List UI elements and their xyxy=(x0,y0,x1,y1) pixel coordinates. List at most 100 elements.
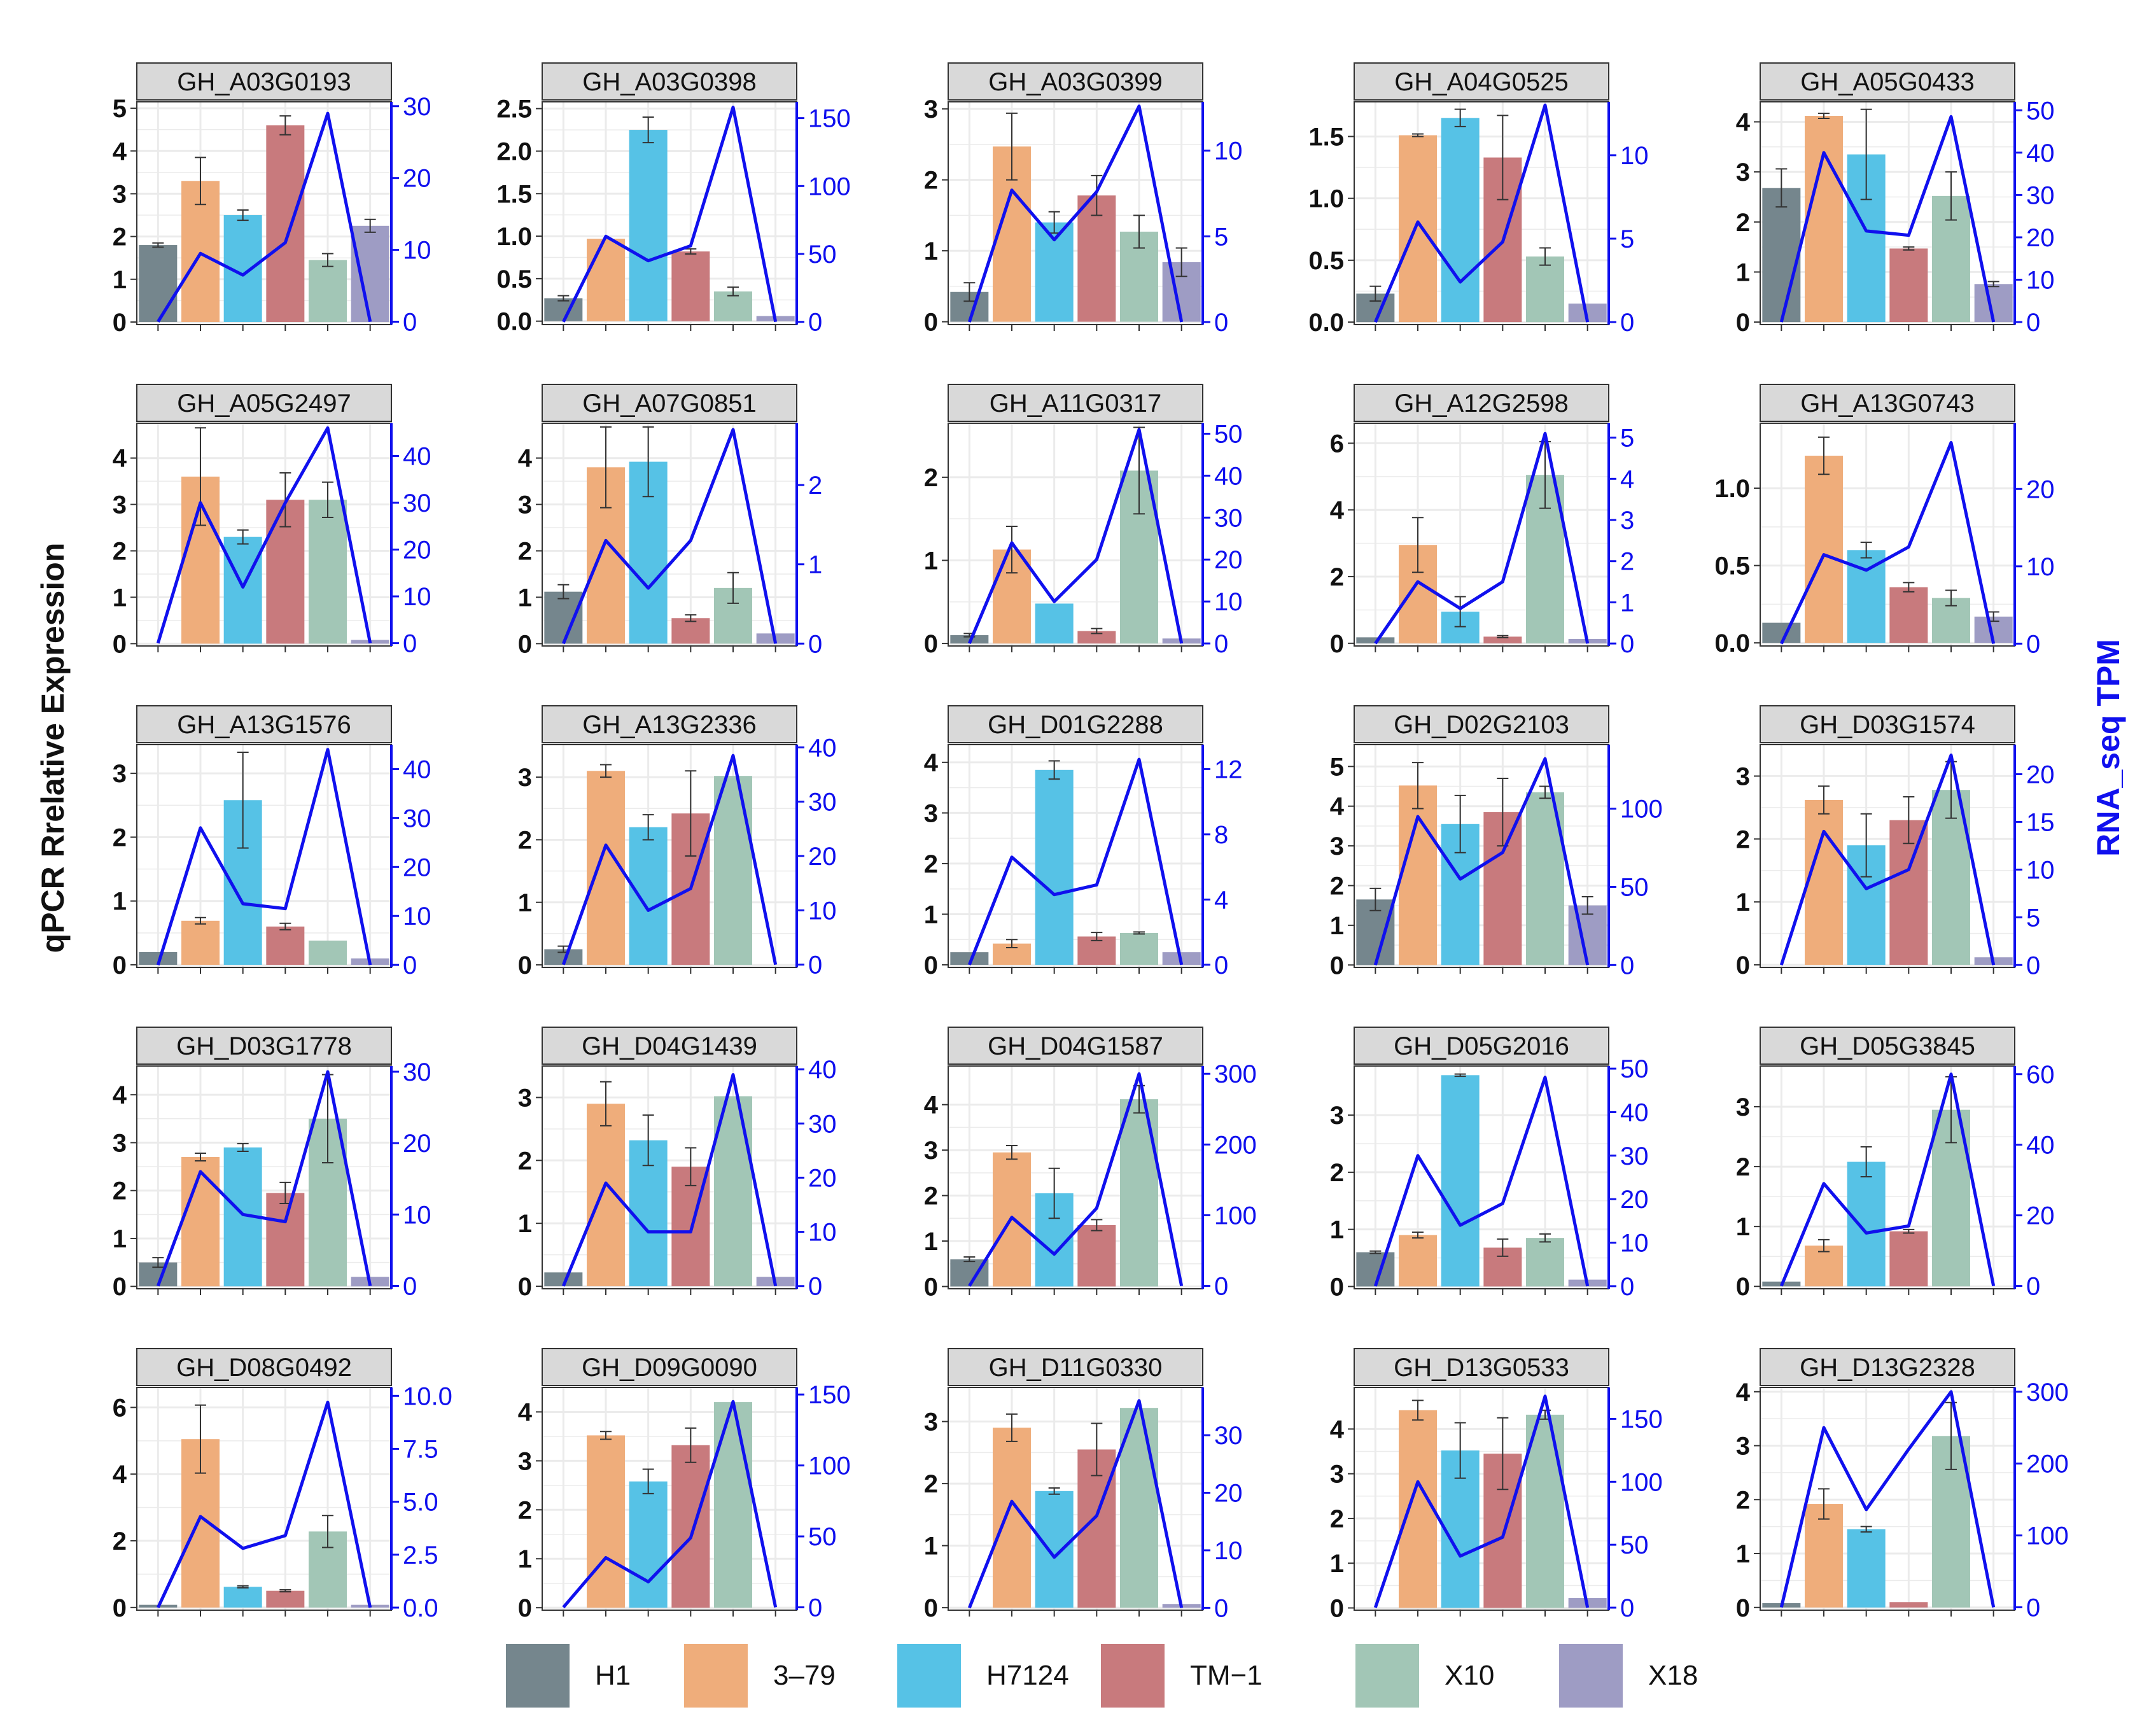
left-tick-label: 1 xyxy=(924,901,938,929)
bar xyxy=(1441,1075,1480,1287)
right-tick-label: 4 xyxy=(1214,886,1228,914)
left-tick-label: 0 xyxy=(1736,1594,1750,1622)
left-tick-label: 4 xyxy=(113,1081,127,1109)
left-tick-label: 2 xyxy=(113,1527,127,1555)
panel-title: GH_A03G0398 xyxy=(582,68,757,96)
tpm-line xyxy=(967,757,1184,965)
panel-title: GH_D03G1574 xyxy=(1800,711,1975,739)
chart-panel: GH_A03G0399 0 1 2 3 0 5 10 xyxy=(924,62,1243,337)
right-tick-label: 300 xyxy=(2026,1379,2069,1407)
right-tick-label: 20 xyxy=(2026,1202,2055,1230)
right-tick-label: 0 xyxy=(1214,951,1228,979)
left-tick-label: 0 xyxy=(1736,1273,1750,1301)
right-tick-label: 20 xyxy=(403,853,431,881)
legend-item: X10 xyxy=(1355,1644,1494,1708)
right-tick-label: 20 xyxy=(403,537,431,565)
left-tick-label: 2 xyxy=(518,538,532,566)
legend-label: H7124 xyxy=(986,1660,1069,1691)
right-tick-label: 0 xyxy=(808,1594,822,1622)
right-tick-label: 0 xyxy=(1214,309,1228,337)
right-tick-label: 150 xyxy=(1620,1405,1663,1433)
chart-panel: GH_D03G1778 0 1 2 3 4 0 10 20 30 xyxy=(113,1027,431,1301)
right-tick-label: 10 xyxy=(1620,142,1649,170)
bar xyxy=(309,260,347,322)
chart-panel: GH_D03G1574 0 1 2 3 0 5 10 15 20 xyxy=(1736,705,2055,979)
legend-label: X10 xyxy=(1445,1660,1494,1691)
right-tick-label: 0 xyxy=(808,309,822,337)
panel-title: GH_D04G1587 xyxy=(988,1032,1163,1060)
chart-panel: GH_A07G0851 0 1 2 3 4 0 1 2 xyxy=(518,384,822,658)
left-tick-label: 1 xyxy=(113,266,127,294)
right-tick-label: 100 xyxy=(1620,1468,1663,1496)
panel-border xyxy=(1760,1065,2015,1289)
chart-panel: GH_A03G0398 0.0 0.5 1.0 1.5 2.0 2.5 0 50 100 150 xyxy=(496,62,851,337)
panel-header xyxy=(1760,384,2015,422)
left-tick-label: 3 xyxy=(1330,832,1344,860)
panel-header xyxy=(542,384,797,422)
right-tick-label: 50 xyxy=(1620,874,1649,902)
legend-item: X18 xyxy=(1559,1644,1698,1708)
bar xyxy=(181,1157,220,1287)
right-tick-label: 0 xyxy=(2026,1273,2040,1301)
panel-title: GH_D11G0330 xyxy=(989,1354,1163,1382)
left-tick-label: 4 xyxy=(1736,108,1751,136)
left-tick-label: 4 xyxy=(1330,496,1345,524)
left-tick-label: 2 xyxy=(924,464,938,492)
right-tick-label: 20 xyxy=(403,165,431,193)
left-tick-label: 4 xyxy=(924,749,939,777)
bar xyxy=(1805,116,1843,323)
tpm-line xyxy=(967,1399,1184,1609)
right-tick-label: 60 xyxy=(2026,1061,2055,1089)
tpm-line xyxy=(561,754,778,965)
chart-panel: GH_D05G3845 0 1 2 3 0 20 40 60 xyxy=(1736,1027,2055,1301)
right-tick-label: 0 xyxy=(403,308,417,336)
bar xyxy=(309,940,347,965)
right-tick-label: 10 xyxy=(403,583,431,611)
legend-item: H7124 xyxy=(897,1644,1069,1708)
tpm-line xyxy=(1373,1394,1590,1608)
right-tick-label: 40 xyxy=(403,442,431,470)
tpm-line xyxy=(1373,1076,1590,1287)
left-tick-label: 2 xyxy=(1736,1153,1750,1181)
left-tick-label: 4 xyxy=(924,1091,939,1119)
left-tick-label: 0 xyxy=(924,1594,938,1622)
right-tick-label: 50 xyxy=(808,1523,837,1551)
right-tick-label: 10 xyxy=(403,237,431,265)
left-tick-label: 1 xyxy=(518,1210,532,1238)
bar xyxy=(950,952,989,965)
bar xyxy=(223,537,262,644)
left-tick-label: 1.5 xyxy=(1308,123,1344,151)
legend-swatch xyxy=(1355,1644,1419,1708)
legend-label: H1 xyxy=(595,1660,631,1691)
left-tick-label: 4 xyxy=(113,137,127,165)
panel-border xyxy=(136,1387,392,1611)
right-tick-label: 0 xyxy=(2026,309,2040,337)
left-tick-label: 1 xyxy=(113,888,127,916)
bar xyxy=(544,298,583,321)
right-tick-label: 100 xyxy=(1214,1202,1257,1230)
left-tick-label: 2 xyxy=(113,1177,127,1205)
legend-item: 3–79 xyxy=(684,1644,836,1708)
left-tick-label: 3 xyxy=(113,760,127,788)
chart-panel: GH_D13G0533 0 1 2 3 4 0 50 100 150 xyxy=(1330,1348,1663,1622)
tpm-line xyxy=(157,111,372,323)
left-tick-label: 0 xyxy=(1736,309,1750,337)
left-tick-label: 2 xyxy=(924,1470,938,1498)
left-tick-label: 0.0 xyxy=(1714,629,1750,657)
right-tick-label: 10 xyxy=(1214,1537,1243,1565)
left-tick-label: 1 xyxy=(518,1545,532,1573)
bar xyxy=(1356,1252,1395,1287)
bar xyxy=(1526,1414,1564,1608)
left-tick-label: 2 xyxy=(1330,1505,1344,1533)
bar xyxy=(1399,785,1437,965)
panel-title: GH_D08G0492 xyxy=(176,1354,352,1382)
left-tick-label: 2.0 xyxy=(496,137,532,165)
panel-border xyxy=(136,744,392,968)
bar xyxy=(266,1193,305,1287)
panel-border xyxy=(948,1065,1203,1289)
left-tick-label: 1 xyxy=(1736,888,1750,916)
